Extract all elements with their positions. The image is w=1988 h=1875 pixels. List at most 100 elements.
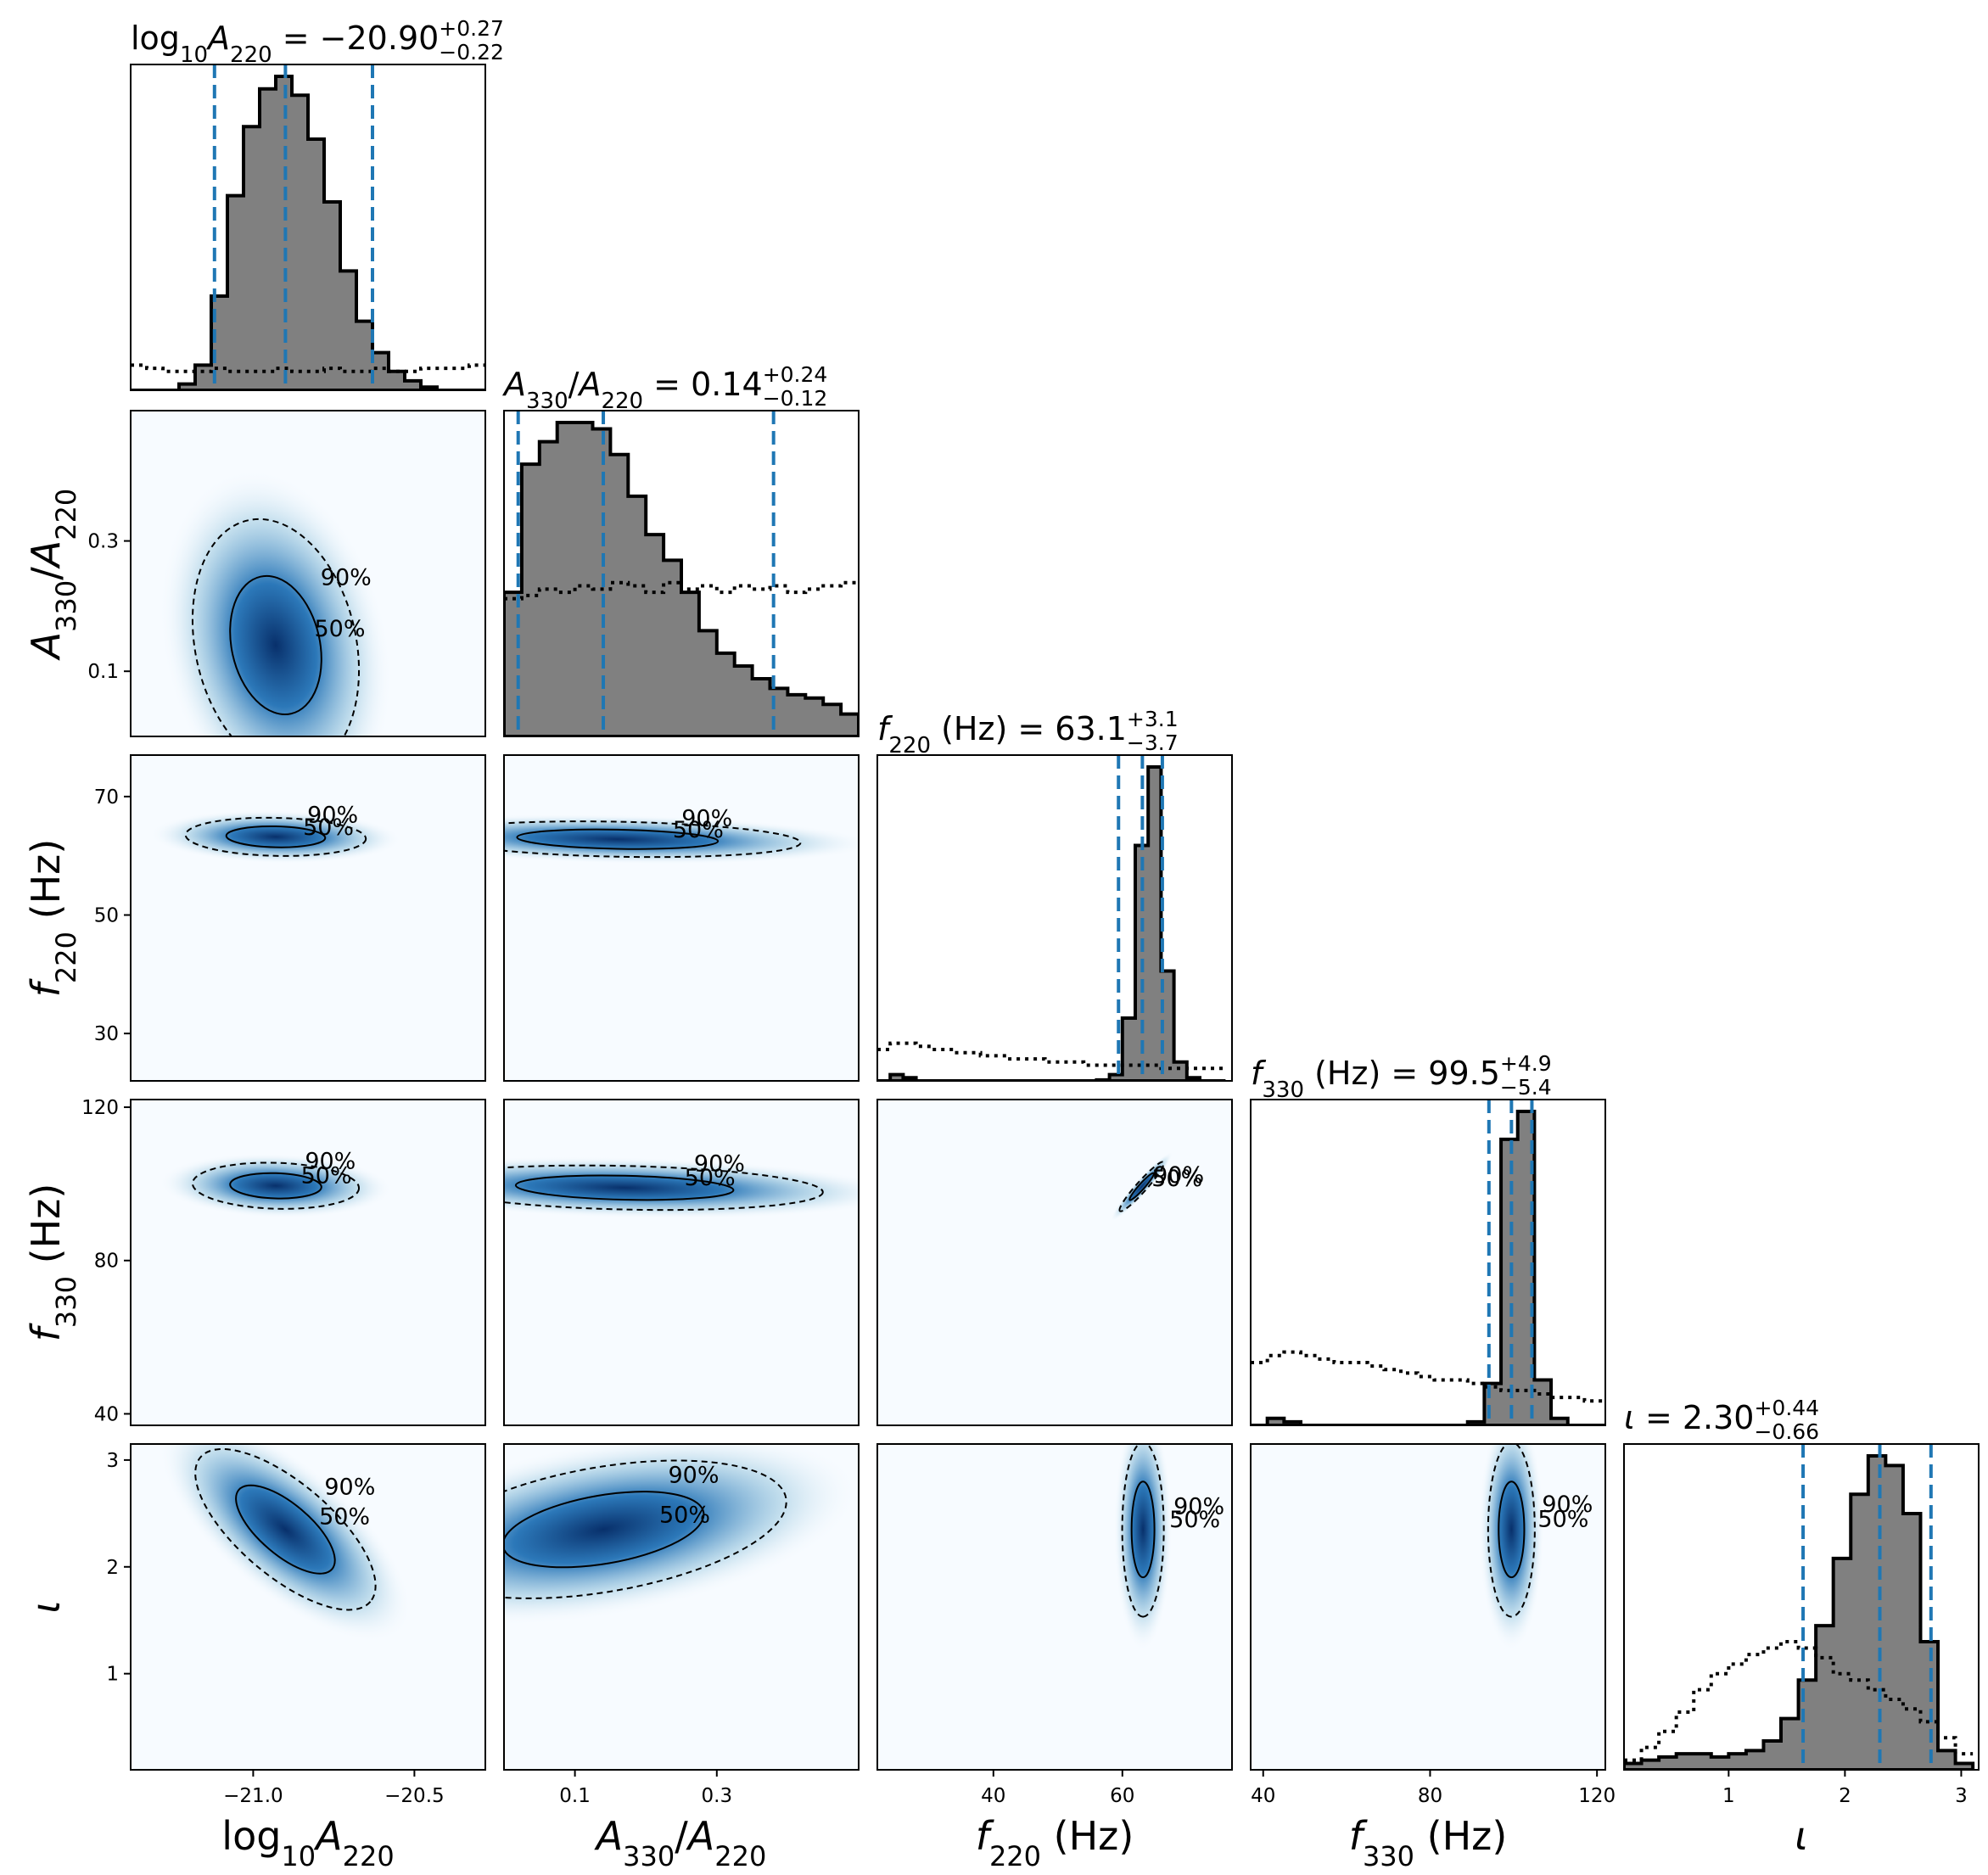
posterior-histogram [1624, 1454, 1975, 1770]
panel-density: 50%90% [1478, 1444, 1593, 1652]
panel-frame [876, 1443, 1233, 1771]
diag-panel-logA: log10A220 = −20.90+0.27−0.22 [130, 16, 504, 391]
x-axis-label-f220: f220 (Hz) [976, 1813, 1134, 1872]
density-blob [160, 469, 392, 736]
axis-label-part: ι [1795, 1813, 1808, 1859]
joint-panel-ratio-f220: 50%90% [503, 754, 860, 1082]
axis-label-part: (Hz) [23, 1184, 69, 1276]
panel-density: 50%90% [160, 1444, 412, 1642]
contour-90 [1487, 1444, 1536, 1618]
title-part: 220 [888, 733, 931, 758]
y-tick-label: 0.1 [87, 661, 119, 683]
panel-frame [876, 754, 1233, 1082]
density-blob [160, 1444, 412, 1642]
title-part: 220 [601, 389, 643, 414]
axis-label-part: 220 [50, 932, 82, 983]
y-tick-label: 120 [81, 1097, 119, 1119]
y-tick-label: 2 [106, 1557, 119, 1579]
title-part: / [568, 366, 580, 403]
x-tick-label: 3 [1955, 1785, 1968, 1807]
panel-frame [130, 1099, 486, 1426]
density-blob [504, 1156, 859, 1219]
axis-label-part: A [686, 1813, 714, 1859]
contour-50 [516, 828, 720, 850]
y-axis-label-f220: f220 (Hz) [23, 839, 82, 998]
panel-density: 50%90% [504, 1444, 859, 1626]
panel-background [877, 1100, 1232, 1425]
contour-label-90: 90% [324, 1475, 375, 1501]
x-axis-label-ratio: A330/A220 [594, 1813, 767, 1872]
contour-label-90: 90% [668, 1463, 719, 1489]
y-tick-label: 3 [106, 1450, 119, 1472]
y-tick-label: 80 [94, 1251, 119, 1273]
contour-label-50: 50% [303, 814, 354, 841]
contour-90 [184, 816, 367, 857]
axis-label-part: (Hz) [1414, 1813, 1507, 1859]
joint-panel-f220-iota: 50%90% [876, 1443, 1233, 1771]
title-median: = 63.1 [1007, 710, 1127, 747]
panel-frame [130, 64, 486, 391]
panel-frame [503, 410, 860, 737]
joint-panel-logA-iota: 50%90% [130, 1443, 486, 1771]
title-part: 220 [230, 42, 272, 68]
contour-90 [191, 518, 361, 736]
joint-panel-logA-f220: 50%90% [130, 754, 486, 1082]
panel-density: 50%90% [504, 806, 859, 865]
contour-50 [1498, 1480, 1526, 1579]
joint-panel-f220-f330: 50%90% [876, 1099, 1233, 1426]
panel-frame [503, 1443, 860, 1771]
x-tick-label: −20.5 [384, 1785, 444, 1807]
diag-content [1624, 1444, 1975, 1770]
title-part: (Hz) [1304, 1055, 1380, 1092]
panel-title-f330: f330 (Hz) = 99.5+4.9 [1251, 1051, 1552, 1103]
x-tick-label: 40 [981, 1785, 1005, 1807]
axis-label-part: A [594, 1813, 623, 1859]
diag-panel-f330: f330 (Hz) = 99.5+4.9−5.4 [1250, 1051, 1606, 1426]
posterior-histogram [504, 421, 859, 736]
axis-label-part: log [221, 1813, 281, 1859]
axis-label-part: ι [23, 1600, 69, 1614]
posterior-histogram [1251, 1110, 1605, 1425]
x-axis-label-logA: log10A220 [221, 1813, 394, 1872]
axis-label-part: 330 [50, 580, 82, 632]
axis-label-part: (Hz) [23, 839, 69, 932]
title-median: = 2.30 [1635, 1399, 1755, 1436]
title-part: A [576, 366, 601, 403]
panel-density: 50%90% [1111, 1151, 1204, 1222]
title-median: = −20.90 [272, 20, 440, 57]
title-part: log [131, 20, 180, 57]
title-plus: +0.24 [763, 362, 828, 387]
x-tick-label: 0.1 [559, 1785, 591, 1807]
title-plus: +4.9 [1500, 1051, 1552, 1076]
panel-background [1251, 1444, 1605, 1770]
axis-label-part: A [23, 632, 69, 661]
contour-label-50: 50% [315, 616, 366, 642]
x-tick-label: 80 [1418, 1785, 1442, 1807]
axis-label-part: A [23, 540, 69, 569]
x-tick-label: 1 [1722, 1785, 1735, 1807]
panel-background [131, 1100, 485, 1425]
y-tick-label: 50 [94, 905, 119, 927]
contour-label-50: 50% [319, 1504, 370, 1531]
axis-label-part: 330 [623, 1840, 675, 1872]
x-axis-label-iota: ι [1795, 1813, 1808, 1859]
panel-frame [876, 1099, 1233, 1426]
panel-frame [503, 754, 860, 1082]
contour-label-50: 50% [673, 817, 724, 843]
panel-title-ratio: A330/A220 = 0.14+0.24 [501, 362, 827, 414]
contour-label-90: 90% [681, 806, 732, 832]
contour-label-50: 50% [301, 1163, 352, 1189]
axis-label-part: 330 [50, 1276, 82, 1328]
joint-panel-logA-ratio: 50% 90% [130, 410, 486, 737]
x-tick-label: −21.0 [223, 1785, 283, 1807]
contour-label-90: 90% [1173, 1493, 1224, 1520]
contour-90 [504, 1459, 787, 1599]
title-part: 10 [180, 42, 208, 68]
panel-background [877, 1444, 1232, 1770]
posterior-histogram [131, 75, 485, 390]
joint-panel-ratio-f330: 50%90% [503, 1099, 860, 1426]
density-blob [504, 1444, 859, 1626]
contour-label-50: 50% [685, 1165, 736, 1191]
density-blob [1111, 1151, 1173, 1222]
